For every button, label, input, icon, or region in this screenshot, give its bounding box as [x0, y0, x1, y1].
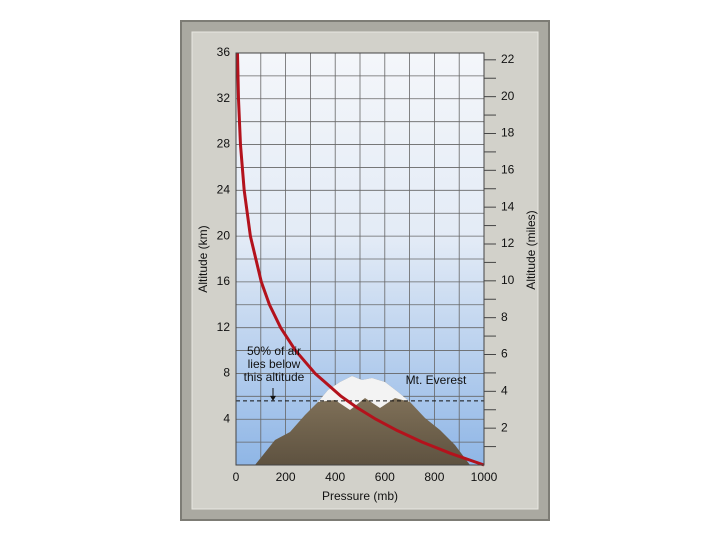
- y-tick-label: 32: [217, 91, 231, 105]
- snow-cap: [318, 376, 410, 410]
- annotation: 50% of air: [247, 344, 301, 358]
- plot-border: [235, 52, 485, 466]
- y-tick-label: 4: [223, 411, 230, 425]
- x-tick-label: 400: [325, 470, 345, 484]
- x-tick-label: 200: [276, 470, 296, 484]
- y-tick-label: 24: [217, 183, 231, 197]
- x-tick-label: 1000: [471, 470, 498, 484]
- y2-tick-label: 14: [501, 199, 515, 213]
- y2-tick-label: 20: [501, 89, 515, 103]
- y-tick-label: 8: [223, 366, 230, 380]
- y2-tick-label: 4: [501, 384, 508, 398]
- x-axis-label: Pressure (mb): [322, 489, 398, 503]
- y2-tick-label: 12: [501, 236, 515, 250]
- y-tick-label: 20: [217, 228, 231, 242]
- y2-tick-label: 16: [501, 162, 515, 176]
- arrow-head: [270, 395, 276, 401]
- x-tick-label: 800: [424, 470, 444, 484]
- x-tick-label: 0: [233, 470, 240, 484]
- marks: [235, 52, 485, 467]
- annotation: Mt. Everest: [406, 373, 467, 387]
- y2-tick-label: 8: [501, 310, 508, 324]
- y2-tick-label: 10: [501, 273, 515, 287]
- y-tick-label: 28: [217, 137, 231, 151]
- annotation: lies below: [248, 357, 301, 371]
- y2-axis-label: Altitude (miles): [524, 210, 538, 289]
- y-tick-label: 36: [217, 45, 231, 59]
- x-tick-label: 600: [375, 470, 395, 484]
- line-series: [235, 52, 485, 467]
- y2-tick-label: 22: [501, 52, 515, 66]
- y-tick-label: 12: [217, 320, 231, 334]
- y-tick-label: 16: [217, 274, 231, 288]
- y2-tick-label: 2: [501, 420, 508, 434]
- mountain: [255, 376, 470, 465]
- y-axis-label: Altitude (km): [196, 225, 210, 292]
- y2-tick-label: 18: [501, 126, 515, 140]
- annotation: this altitude: [244, 370, 305, 384]
- y2-tick-label: 6: [501, 347, 508, 361]
